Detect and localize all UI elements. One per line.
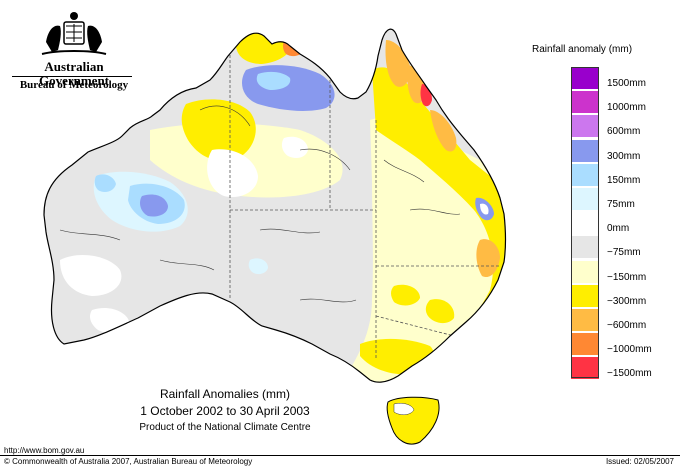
legend-swatch [571,115,599,138]
legend-label: 75mm [607,199,635,210]
legend-label: −75mm [607,247,641,259]
legend-swatch [571,284,599,307]
legend-label: 150mm [607,174,641,186]
map-period: 1 October 2002 to 30 April 2003 [140,404,310,418]
issued-date: Issued: 02/05/2007 [605,457,674,466]
legend-swatch [571,188,599,210]
legend-swatch [571,67,599,89]
legend-swatch [571,212,599,235]
government-name: Australian Government [38,59,110,88]
legend-swatch [571,309,599,331]
legend-label: −150mm [607,271,647,283]
bom-url-link[interactable]: http://www.bom.gov.au [4,446,85,455]
header-divider [12,76,132,77]
map-product: Product of the National Climate Centre [139,422,311,433]
coat-of-arms-logo [41,12,107,55]
legend-label: 600mm [607,126,641,138]
legend-label: 0mm [607,223,630,235]
legend-swatch [571,163,599,186]
legend-swatch [571,91,599,114]
legend-swatch [571,333,599,356]
legend-label: −1500mm [607,368,652,380]
map-title: Rainfall Anomalies (mm) [159,387,291,401]
legend-swatch [571,357,599,380]
legend-label: 1000mm [607,102,646,114]
legend-label: −600mm [607,320,647,331]
legend-label: 1500mm [607,78,646,89]
legend-label: −300mm [607,295,647,307]
footer-divider [0,455,680,456]
bureau-name: Bureau of Meteorology [19,79,129,91]
legend-swatch [571,260,599,283]
copyright-text: © Commonwealth of Australia 2007, Austra… [4,457,253,466]
legend-label: 300mm [607,150,641,162]
legend-swatch [571,139,599,162]
legend-swatch [571,236,599,259]
legend-label: −1000mm [607,344,652,356]
legend-title: Rainfall anomaly (mm) [532,44,633,55]
